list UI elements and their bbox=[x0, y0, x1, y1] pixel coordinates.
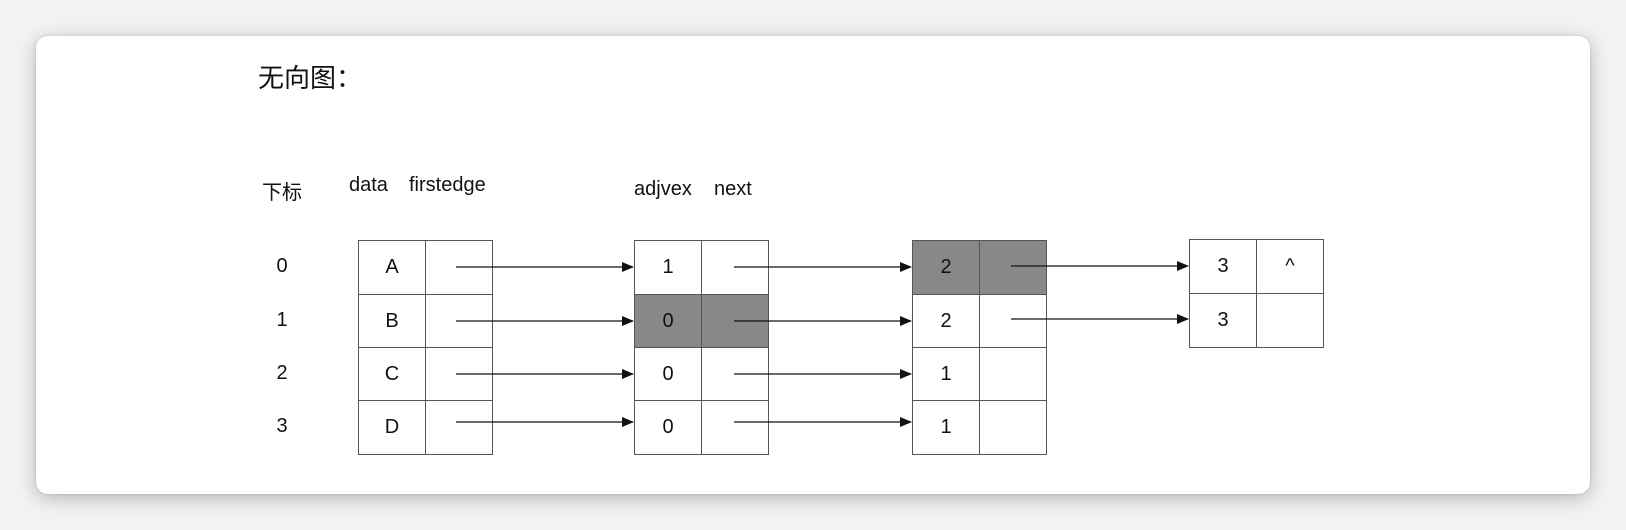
vertex-data-cell: D bbox=[358, 400, 426, 455]
edge-adjvex-cell: 0 bbox=[634, 294, 702, 349]
edge-adjvex-cell: 3 bbox=[1189, 239, 1257, 294]
vertex-index: 2 bbox=[276, 362, 288, 384]
arrows-layer bbox=[456, 261, 1189, 427]
vertex-index: 1 bbox=[276, 309, 288, 331]
header-adjvex: adjvex bbox=[634, 178, 692, 200]
edge-adjvex-cell: 2 bbox=[912, 240, 980, 295]
edge-adjvex-cell: 3 bbox=[1189, 293, 1257, 348]
vertex-data-cell: C bbox=[358, 347, 426, 402]
edge-next-cell bbox=[979, 347, 1047, 402]
edge-next-cell bbox=[979, 400, 1047, 455]
edge-adjvex-cell: 1 bbox=[912, 400, 980, 455]
vertex-index: 3 bbox=[276, 415, 288, 437]
header-firstedge: firstedge bbox=[409, 174, 486, 196]
edge-next-cell bbox=[979, 294, 1047, 349]
edge-adjvex-cell: 0 bbox=[634, 347, 702, 402]
header-next: next bbox=[714, 178, 752, 200]
diagram-title: 无向图： bbox=[258, 63, 363, 93]
edge-adjvex-cell: 1 bbox=[634, 240, 702, 295]
vertex-index: 0 bbox=[276, 255, 288, 277]
vertex-firstedge-cell bbox=[425, 400, 493, 455]
edge-next-cell bbox=[701, 400, 769, 455]
header-index: 下标 bbox=[262, 182, 302, 204]
edge-next-cell bbox=[1256, 293, 1324, 348]
vertex-data-cell: B bbox=[358, 294, 426, 349]
edge-next-cell: ^ bbox=[1256, 239, 1324, 294]
edge-next-cell bbox=[979, 240, 1047, 295]
edge-adjvex-cell: 0 bbox=[634, 400, 702, 455]
header-data: data bbox=[349, 174, 388, 196]
diagram-card: 无向图： 下标 data firstedge adjvex next 0 1 2… bbox=[36, 36, 1590, 494]
